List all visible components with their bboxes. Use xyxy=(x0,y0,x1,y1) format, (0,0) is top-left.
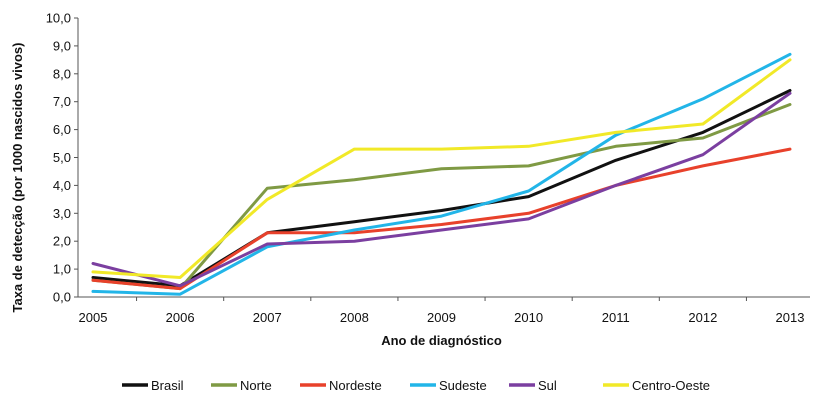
series-line-sudeste xyxy=(91,52,792,296)
x-axis-ticks: 2005 2006 2007 2008 2009 2010 2011 2012 2013 xyxy=(79,297,805,325)
x-tick-label: 2007 xyxy=(253,310,282,325)
series-lines xyxy=(91,52,792,296)
legend-label-sudeste: Sudeste xyxy=(439,378,487,393)
y-tick-label: 5,0 xyxy=(53,150,71,165)
x-axis-title: Ano de diagnóstico xyxy=(381,333,502,348)
y-tick-label: 10,0 xyxy=(46,11,71,26)
x-tick-label: 2012 xyxy=(688,310,717,325)
legend-label-sul: Sul xyxy=(538,378,557,393)
series-line-centro-oeste xyxy=(91,58,792,279)
series-line-norte xyxy=(91,103,792,291)
y-tick-label: 0,0 xyxy=(53,290,71,305)
legend: Brasil Norte Nordeste Sudeste Sul Centro-Oest… xyxy=(122,378,710,393)
legend-label-norte: Norte xyxy=(240,378,272,393)
y-axis-ticks: 0,0 1,0 2,0 3,0 4,0 5,0 6,0 7,0 8,0 9,0 10,0 xyxy=(46,11,78,305)
series-line-sul xyxy=(91,91,792,288)
series-line-brasil xyxy=(91,89,792,288)
x-tick-label: 2013 xyxy=(776,310,805,325)
series-line-nordeste xyxy=(91,147,792,291)
legend-label-centro-oeste: Centro-Oeste xyxy=(632,378,710,393)
y-tick-label: 1,0 xyxy=(53,262,71,277)
y-tick-label: 7,0 xyxy=(53,94,71,109)
x-tick-label: 2008 xyxy=(340,310,369,325)
x-tick-label: 2005 xyxy=(79,310,108,325)
x-tick-label: 2006 xyxy=(166,310,195,325)
x-tick-label: 2009 xyxy=(427,310,456,325)
y-tick-label: 8,0 xyxy=(53,66,71,81)
legend-label-brasil: Brasil xyxy=(151,378,184,393)
y-tick-label: 4,0 xyxy=(53,178,71,193)
legend-label-nordeste: Nordeste xyxy=(329,378,382,393)
y-axis-title: Taxa de detecção (por 1000 nascidos vivo… xyxy=(10,43,25,313)
y-tick-label: 2,0 xyxy=(53,234,71,249)
y-tick-label: 3,0 xyxy=(53,206,71,221)
x-tick-label: 2010 xyxy=(514,310,543,325)
y-tick-label: 9,0 xyxy=(53,38,71,53)
y-tick-label: 6,0 xyxy=(53,122,71,137)
x-tick-label: 2011 xyxy=(602,310,630,325)
axes xyxy=(77,18,810,298)
